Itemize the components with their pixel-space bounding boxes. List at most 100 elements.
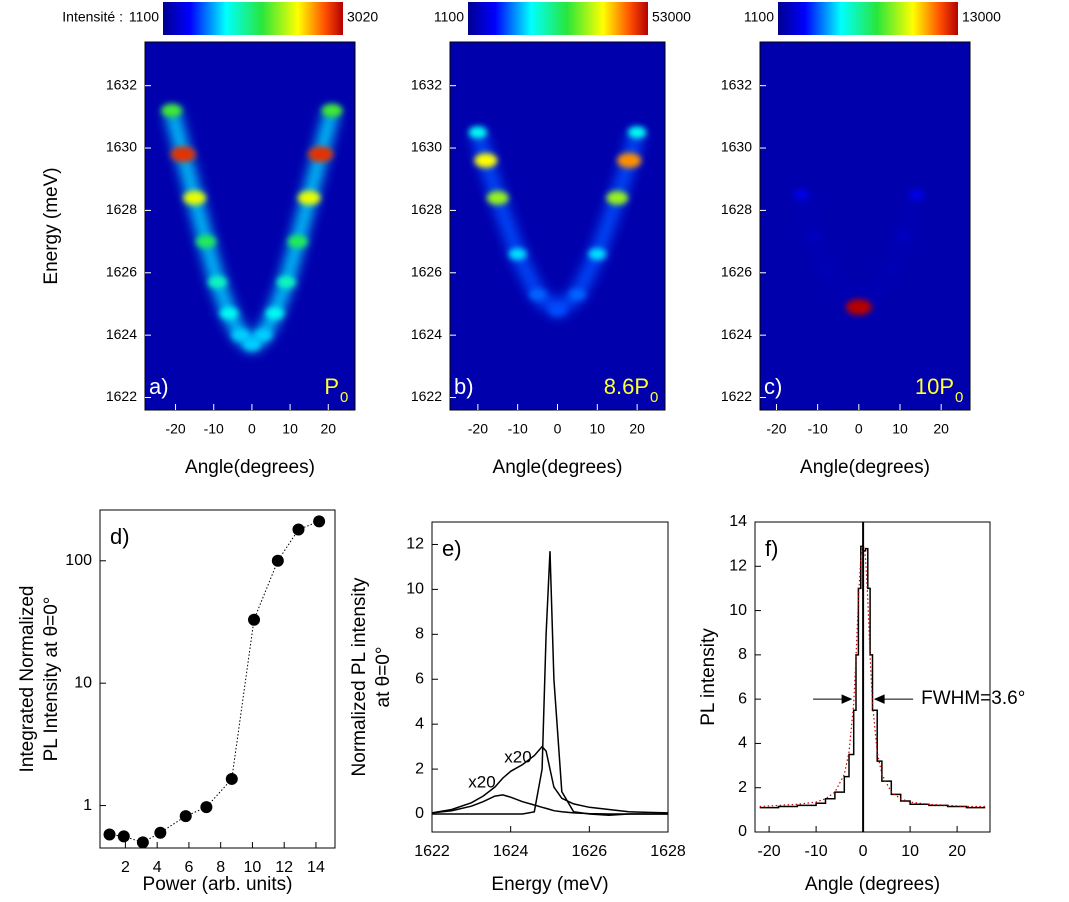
- image-background: [760, 42, 970, 410]
- panel: x20 x20 1622 1624 1626 1628 0 2 4 6 8 10 12 e) Energy …: [349, 521, 686, 895]
- x-tick-label: 10: [892, 421, 908, 437]
- colorbar-label: Intensité :: [62, 9, 123, 25]
- x-tick-label: 20: [320, 421, 336, 437]
- y-tick-label: 1622: [411, 388, 442, 404]
- panel-label: a): [149, 374, 169, 399]
- y-tick-label: 12: [729, 558, 747, 575]
- intensity-spot: [474, 153, 498, 168]
- connecting-line: [109, 520, 320, 843]
- y-tick-label: 12: [406, 536, 424, 553]
- x-tick-label: 1622: [414, 843, 450, 860]
- data-point: [117, 830, 130, 843]
- data-point: [154, 826, 167, 839]
- y-tick-label: 1630: [411, 139, 442, 155]
- y-axis-label: PL Intensity at θ=0°: [41, 597, 62, 762]
- x-tick-label: 1626: [572, 843, 608, 860]
- x-tick-label: -20: [165, 421, 185, 437]
- colorbar-min: 1100: [434, 9, 464, 25]
- plot-area: [145, 42, 355, 410]
- data-point: [136, 836, 149, 848]
- x-axis-label: Angle(degrees): [185, 457, 315, 478]
- y-tick-label: 1624: [411, 326, 442, 342]
- intensity-spot: [617, 152, 642, 169]
- x-tick-label: -20: [468, 421, 488, 437]
- x-axis-label: Power (arb. units): [143, 874, 293, 895]
- intensity-spot: [276, 275, 296, 289]
- y-tick-label: 1622: [106, 388, 137, 404]
- x-tick-label: 10: [901, 843, 919, 860]
- panel-label: e): [442, 536, 462, 561]
- x-tick-label: 8: [216, 859, 225, 876]
- y-tick-label: 1624: [106, 326, 137, 342]
- intensity-spot: [896, 230, 912, 241]
- x-tick-label: 1628: [650, 843, 686, 860]
- intensity-spot: [569, 288, 586, 301]
- y-tick-label: 4: [738, 735, 747, 752]
- colorbar-min: 1100: [744, 9, 774, 25]
- plot-area: [759, 543, 986, 809]
- intensity-spot: [321, 103, 343, 118]
- y-tick-label: 1628: [411, 201, 442, 217]
- image-background: [145, 42, 355, 410]
- series-line: [759, 543, 986, 808]
- intensity-spot: [219, 307, 239, 320]
- y-tick-label: 1630: [106, 139, 137, 155]
- intensity-spot: [208, 275, 228, 289]
- colorbar-max: 53000: [652, 9, 691, 25]
- x-tick-label: 14: [307, 859, 325, 876]
- intensity-spot: [486, 190, 509, 205]
- x-tick-label: -20: [758, 843, 781, 860]
- y-tick-label: 2: [415, 760, 424, 777]
- colorbar-min: 1100: [129, 9, 159, 25]
- x-tick-label: 0: [855, 421, 863, 437]
- intensity-spot: [468, 126, 488, 139]
- x-tick-label: -10: [805, 843, 828, 860]
- y-axis-label: at θ=0°: [373, 647, 394, 708]
- intensity-spot: [231, 329, 250, 342]
- y-axis-label: Normalized PL intensity: [349, 577, 370, 776]
- plot-area: [760, 42, 970, 410]
- x-tick-label: -10: [808, 421, 828, 437]
- y-tick-label: 1632: [411, 76, 442, 92]
- data-point: [200, 801, 213, 814]
- panel-label: b): [454, 374, 474, 399]
- colorbar-max: 13000: [962, 9, 1001, 25]
- y-tick-label: 1628: [721, 201, 752, 217]
- x-tick-label: -10: [204, 421, 224, 437]
- colorbar-max: 3020: [347, 9, 378, 25]
- y-tick-label: 6: [738, 690, 747, 707]
- y-tick-label: 1630: [721, 139, 752, 155]
- y-tick-label: 100: [65, 552, 92, 569]
- data-point: [248, 613, 261, 626]
- x-axis-label: Angle(degrees): [493, 457, 623, 478]
- annotation: 10P: [915, 374, 954, 399]
- axes-frame: [431, 521, 669, 833]
- y-axis-label: Integrated Normalized: [17, 586, 38, 773]
- data-point: [225, 772, 238, 785]
- x-tick-label: 4: [153, 859, 162, 876]
- x-tick-label: 10: [590, 421, 606, 437]
- panel-label: c): [764, 374, 782, 399]
- intensity-spot: [588, 248, 607, 261]
- colorbar: [778, 2, 958, 35]
- intensity-spot: [908, 189, 925, 201]
- y-tick-label: 10: [74, 674, 92, 691]
- y-tick-label: 14: [729, 513, 747, 530]
- intensity-spot: [884, 264, 900, 275]
- y-tick-label: 0: [415, 805, 424, 822]
- x-tick-label: 0: [859, 843, 868, 860]
- y-tick-label: 8: [415, 626, 424, 643]
- y-tick-label: 1632: [721, 76, 752, 92]
- annotation: x20: [504, 747, 531, 766]
- annotation-subscript: 0: [340, 389, 348, 406]
- y-tick-label: 1: [83, 797, 92, 814]
- x-tick-label: 6: [184, 859, 193, 876]
- axes-frame: [754, 521, 991, 833]
- x-axis-label: Energy (meV): [491, 874, 608, 895]
- y-tick-label: 1622: [721, 388, 752, 404]
- x-tick-label: 0: [554, 421, 562, 437]
